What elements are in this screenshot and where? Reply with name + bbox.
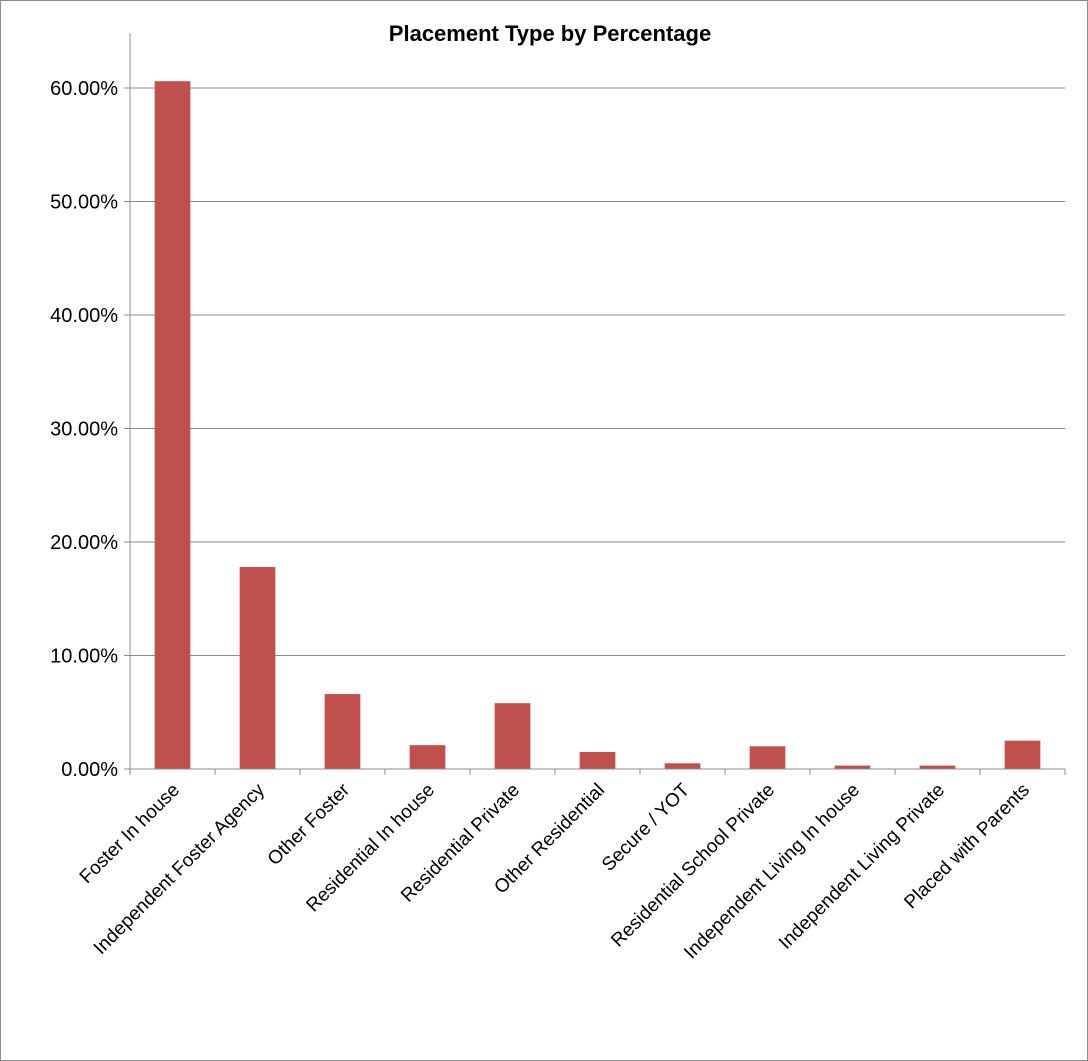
y-tick-label: 50.00% [50, 192, 118, 214]
y-tick-label: 30.00% [50, 419, 118, 441]
y-tick-label: 20.00% [50, 532, 118, 554]
bar [154, 81, 191, 769]
bar [579, 751, 616, 769]
bar [409, 745, 446, 769]
x-category-label: Residential School Private [607, 780, 779, 952]
y-tick-labels: 0.00% 10.00% 20.00% 30.00% 40.00% 50.00% 60.00… [50, 78, 118, 781]
bar [664, 763, 701, 769]
x-category-label: Secure / YOT [598, 779, 694, 875]
bar [749, 746, 786, 769]
axes [124, 33, 1066, 775]
chart-title: Placement Type by Percentage [389, 21, 711, 46]
bar [239, 566, 276, 769]
y-tick-label: 40.00% [50, 305, 118, 327]
bar [1004, 740, 1041, 769]
bar [834, 765, 871, 769]
y-tick-label: 60.00% [50, 78, 118, 100]
x-category-label: Other Foster [264, 779, 355, 870]
y-tick-label: 0.00% [61, 759, 118, 781]
x-category-label: Independent Living Private [775, 780, 949, 954]
bar [494, 703, 531, 769]
x-category-label: Independent Foster Agency [90, 779, 270, 959]
gridlines [130, 87, 1065, 656]
bar [919, 765, 956, 769]
y-tick-label: 10.00% [50, 646, 118, 668]
bars [154, 81, 1041, 769]
bar [324, 694, 361, 769]
x-category-label: Independent Living In house [680, 780, 864, 964]
